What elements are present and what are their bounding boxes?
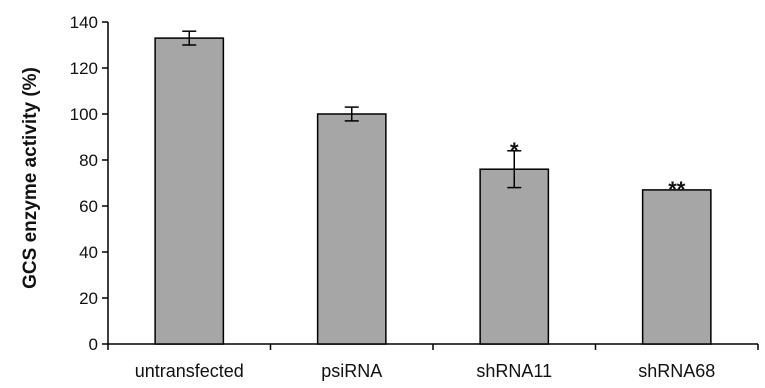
y-axis-label: GCS enzyme activity (%) [20, 67, 41, 289]
x-tick-label: shRNA68 [638, 361, 715, 381]
x-tick-label: psiRNA [321, 361, 382, 381]
y-tick-label: 120 [70, 59, 98, 78]
x-tick-label: untransfected [135, 361, 244, 381]
bar-untransfected [154, 37, 225, 345]
y-tick-label: 60 [79, 197, 98, 216]
y-tick-label: 40 [79, 243, 98, 262]
bar-shRNA68 [641, 189, 712, 345]
significance-marker: * [510, 138, 519, 163]
y-tick-label: 100 [70, 105, 98, 124]
bar-psiRNA [316, 113, 387, 345]
y-tick-label: 0 [89, 335, 98, 354]
significance-marker: ** [668, 177, 686, 202]
bar-shRNA11 [479, 168, 550, 345]
plot-area: 0 20 40 60 80 100 120 140 untransfected psiRNA * sh… [70, 13, 759, 381]
y-tick-label: 140 [70, 13, 98, 32]
y-tick-label: 80 [79, 151, 98, 170]
x-tick-label: shRNA11 [476, 361, 552, 381]
y-tick-label: 20 [79, 289, 98, 308]
